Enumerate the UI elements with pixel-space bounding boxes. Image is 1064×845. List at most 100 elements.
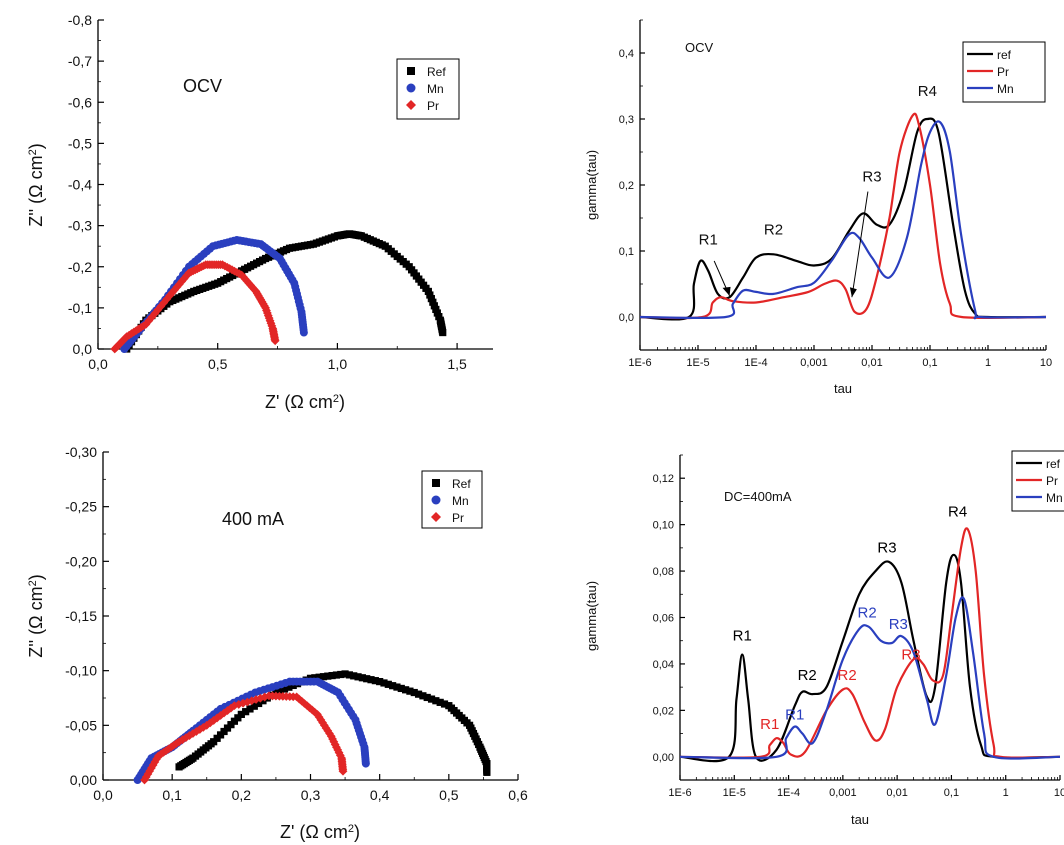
drt_ocv-x-tick-label: 0,01 (861, 357, 882, 369)
nyquist_400-series-ref (175, 670, 491, 776)
nyquist_ocv-legend-label: Pr (427, 99, 439, 113)
nyquist_400-point-pr (234, 700, 244, 709)
drt_ocv-series-pr (639, 112, 1047, 320)
nyquist_400-y-tick-label: 0,00 (70, 772, 97, 788)
drt_ocv-y-tick-label: 0,4 (619, 48, 634, 60)
drt_400-y-tick-label: 0,08 (653, 566, 674, 578)
nyquist_ocv-y-tick-label: 0,0 (73, 341, 93, 357)
nyquist_ocv-x-tick-label: 0,0 (88, 356, 108, 372)
nyquist_ocv-legend: Ref Mn Pr (396, 58, 460, 120)
drt_ocv-peak-label: R1 (699, 231, 718, 248)
nyquist_400-annotation: 400 mA (222, 509, 284, 529)
drt_ocv-x-tick-label: 1E-4 (744, 357, 767, 369)
nyquist_400-series-mn (133, 677, 370, 784)
nyquist_400-point-pr (321, 723, 331, 733)
nyquist_400-y-tick-label: -0,20 (65, 553, 97, 569)
drt_ocv-peak-label: R4 (918, 83, 937, 100)
nyquist_400-point-ref (250, 702, 258, 710)
nyquist_400-point-ref (406, 687, 414, 695)
nyquist_400-point-ref (432, 697, 440, 705)
drt_400-line-ref (679, 553, 1061, 763)
nyquist_ocv-x-tick-label: 0,5 (208, 356, 228, 372)
nyquist_ocv-y-tick-label: -0,1 (68, 300, 92, 316)
nyquist_400-y-tick-label: -0,05 (65, 717, 97, 733)
nyquist_400-point-ref (255, 699, 263, 708)
nyquist_400-point-ref (324, 672, 332, 680)
drt_ocv-line-mn (639, 120, 1047, 320)
drt_ocv-series-mn (639, 120, 1047, 320)
nyquist_400-point-mn (361, 759, 370, 768)
nyquist_400-point-ref (237, 710, 245, 718)
nyquist_400-point-ref (345, 671, 354, 679)
drt_ocv-series-ref (639, 117, 1047, 321)
nyquist_400-point-ref (483, 768, 491, 776)
nyquist_ocv-y-tick-label: -0,8 (68, 12, 92, 28)
nyquist_ocv-legend-marker (406, 100, 416, 110)
nyquist_400-point-ref (341, 670, 349, 678)
drt_ocv-y-tick-label: 0,1 (619, 246, 634, 258)
drt_400-peak-label: R3 (877, 540, 896, 557)
drt_400-y-tick-label: 0,10 (653, 520, 674, 532)
nyquist_400-point-ref (414, 690, 423, 698)
r3-arrow (851, 191, 869, 298)
drt_ocv-legend-label: ref (997, 48, 1012, 62)
nyquist_400-point-pr (216, 711, 225, 720)
nyquist_ocv-point-pr (170, 285, 180, 295)
nyquist_400-point-ref (423, 693, 431, 702)
nyquist_400-x-tick-label: 0,0 (93, 787, 113, 803)
r1-arrow-head (722, 286, 731, 296)
nyquist_ocv-point-pr (141, 319, 151, 329)
nyquist_400-legend-marker (431, 512, 441, 522)
nyquist_400-point-ref (402, 686, 410, 694)
drt_400-annotation: DC=400mA (724, 489, 792, 504)
nyquist_400-point-ref (380, 679, 388, 687)
drt_400-x-tick-label: 1 (1003, 787, 1009, 799)
nyquist_400-point-ref (397, 684, 405, 693)
nyquist_400-y-tick-label: -0,15 (65, 608, 97, 624)
drt_400-y-axis-label: gamma(tau) (584, 581, 599, 651)
nyquist_400-point-ref (242, 708, 250, 716)
nyquist_ocv-panel: 0,0 0,5 1,0 1,5 0,0 -0,1 -0,2 -0,3 -0,4 -0,5 -0,6 -… (26, 12, 493, 412)
drt_ocv-x-tick-label: 0,1 (922, 357, 937, 369)
drt_400-series-mn (679, 596, 1061, 760)
nyquist_ocv-legend-marker (406, 83, 416, 93)
drt_ocv-x-tick-label: 1 (985, 357, 991, 369)
nyquist_400-point-pr (205, 718, 215, 728)
nyquist_400-y-tick-label: -0,10 (65, 663, 97, 679)
drt_400-line-mn (679, 596, 1061, 760)
nyquist_ocv-point-pr (159, 298, 169, 308)
nyquist_ocv-y-tick-label: -0,6 (68, 94, 92, 110)
nyquist_ocv-point-pr (270, 336, 280, 346)
nyquist_400-point-ref (358, 674, 366, 682)
drt_400-legend-label: Pr (1046, 474, 1058, 488)
nyquist_400-point-ref (259, 697, 267, 705)
nyquist_ocv-point-pr (144, 316, 154, 326)
nyquist_400-y-tick-label: -0,30 (65, 444, 97, 460)
drt_400-y-tick-label: 0,04 (653, 659, 674, 671)
nyquist_400-legend-label: Pr (452, 511, 464, 525)
nyquist_ocv-y-axis-label: Z'' (Ω cm2) (26, 143, 46, 226)
drt_ocv-legend-box (962, 41, 1046, 103)
nyquist_400-point-pr (316, 715, 326, 725)
nyquist_400-y-tick-label: -0,25 (65, 499, 97, 515)
drt_400-series-ref (679, 553, 1061, 763)
nyquist_400-point-pr (148, 760, 158, 770)
nyquist_ocv-y-tick-label: -0,3 (68, 218, 92, 234)
nyquist_400-point-pr (338, 766, 348, 776)
drt_400-x-tick-label: 0,01 (886, 787, 907, 799)
drt_400-x-tick-label: 0,1 (944, 787, 959, 799)
nyquist_400-point-ref (393, 683, 401, 691)
nyquist_400-point-ref (332, 671, 341, 679)
nyquist_ocv-point-mn (299, 328, 308, 337)
drt_ocv-x-tick-label: 1E-6 (628, 357, 651, 369)
drt_400-peak-label: R2 (858, 605, 877, 622)
nyquist_400-series-pr (140, 691, 348, 785)
nyquist_400-point-pr (251, 695, 261, 704)
drt_400-peak-label: R1 (785, 707, 804, 724)
nyquist_400-point-pr (195, 725, 205, 734)
drt_400-x-tick-label: 10 (1054, 787, 1064, 799)
nyquist_400-point-ref (371, 677, 379, 685)
drt_400-x-axis-label: tau (851, 812, 869, 827)
drt_ocv-x-tick-label: 1E-5 (686, 357, 709, 369)
drt_ocv-line-pr (639, 112, 1047, 320)
